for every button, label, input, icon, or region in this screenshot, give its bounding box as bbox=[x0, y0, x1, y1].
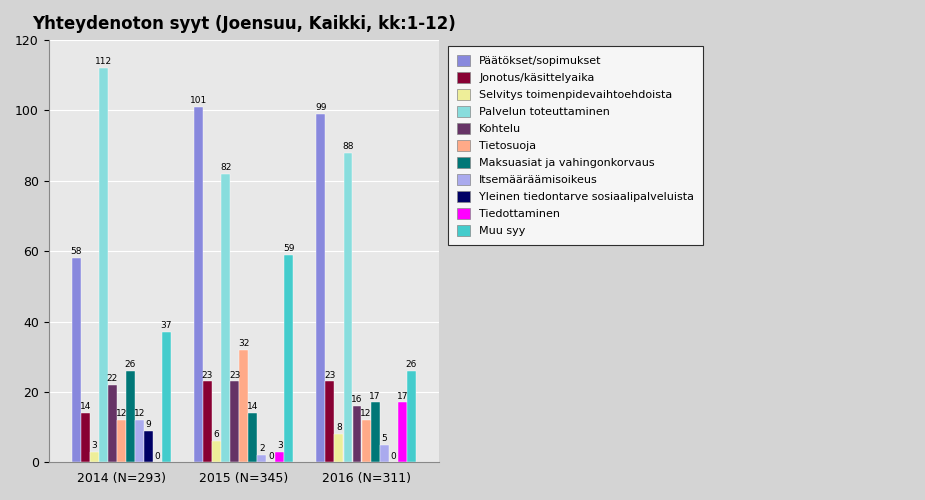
Text: 0: 0 bbox=[154, 452, 160, 460]
Text: 0: 0 bbox=[268, 452, 274, 460]
Bar bbox=[144, 430, 153, 462]
Bar bbox=[240, 350, 248, 463]
Bar bbox=[90, 452, 99, 462]
Bar bbox=[284, 254, 293, 462]
Legend: Päätökset/sopimukset, Jonotus/käsittelyaika, Selvitys toimenpidevaihtoehdoista, : Päätökset/sopimukset, Jonotus/käsittelya… bbox=[449, 46, 703, 245]
Text: 12: 12 bbox=[134, 410, 145, 418]
Text: 88: 88 bbox=[342, 142, 353, 151]
Text: 26: 26 bbox=[125, 360, 136, 369]
Text: 112: 112 bbox=[94, 58, 112, 66]
Bar bbox=[276, 452, 284, 462]
Bar bbox=[221, 174, 230, 463]
Bar bbox=[117, 420, 126, 463]
Text: 5: 5 bbox=[381, 434, 387, 443]
Text: 2: 2 bbox=[259, 444, 265, 454]
Bar bbox=[362, 420, 371, 463]
Text: 22: 22 bbox=[106, 374, 117, 383]
Bar bbox=[230, 382, 239, 462]
Bar bbox=[257, 455, 266, 462]
Bar bbox=[204, 382, 212, 462]
Text: 0: 0 bbox=[390, 452, 396, 460]
Text: 37: 37 bbox=[161, 322, 172, 330]
Text: 9: 9 bbox=[145, 420, 152, 429]
Bar bbox=[162, 332, 171, 462]
Text: 12: 12 bbox=[361, 410, 372, 418]
Text: 12: 12 bbox=[116, 410, 127, 418]
Bar bbox=[398, 402, 407, 462]
Text: 59: 59 bbox=[283, 244, 295, 253]
Text: 3: 3 bbox=[92, 441, 97, 450]
Bar bbox=[248, 413, 257, 463]
Text: 23: 23 bbox=[229, 370, 241, 380]
Text: 6: 6 bbox=[214, 430, 219, 440]
Bar bbox=[99, 68, 107, 462]
Bar bbox=[335, 434, 343, 462]
Bar bbox=[352, 406, 362, 462]
Text: 26: 26 bbox=[405, 360, 417, 369]
Text: 14: 14 bbox=[247, 402, 258, 411]
Text: 16: 16 bbox=[352, 395, 363, 404]
Bar bbox=[126, 371, 135, 462]
Bar bbox=[194, 107, 203, 463]
Text: 8: 8 bbox=[336, 424, 342, 432]
Bar bbox=[71, 258, 80, 462]
Bar bbox=[379, 444, 388, 462]
Text: 99: 99 bbox=[315, 103, 327, 112]
Text: 82: 82 bbox=[220, 163, 231, 172]
Text: 58: 58 bbox=[70, 248, 82, 256]
Bar bbox=[108, 385, 117, 462]
Bar bbox=[326, 382, 334, 462]
Text: 23: 23 bbox=[202, 370, 214, 380]
Text: 17: 17 bbox=[369, 392, 381, 400]
Title: Yhteydenoton syyt (Joensuu, Kaikki, kk:1-12): Yhteydenoton syyt (Joensuu, Kaikki, kk:1… bbox=[31, 15, 455, 33]
Bar bbox=[371, 402, 379, 462]
Bar bbox=[316, 114, 326, 463]
Text: 101: 101 bbox=[190, 96, 207, 105]
Bar bbox=[135, 420, 144, 463]
Text: 3: 3 bbox=[277, 441, 283, 450]
Text: 32: 32 bbox=[238, 339, 250, 348]
Bar bbox=[80, 413, 90, 463]
Bar bbox=[407, 371, 415, 462]
Text: 14: 14 bbox=[80, 402, 91, 411]
Text: 23: 23 bbox=[324, 370, 336, 380]
Bar bbox=[343, 152, 352, 463]
Bar bbox=[212, 441, 221, 462]
Text: 17: 17 bbox=[397, 392, 408, 400]
